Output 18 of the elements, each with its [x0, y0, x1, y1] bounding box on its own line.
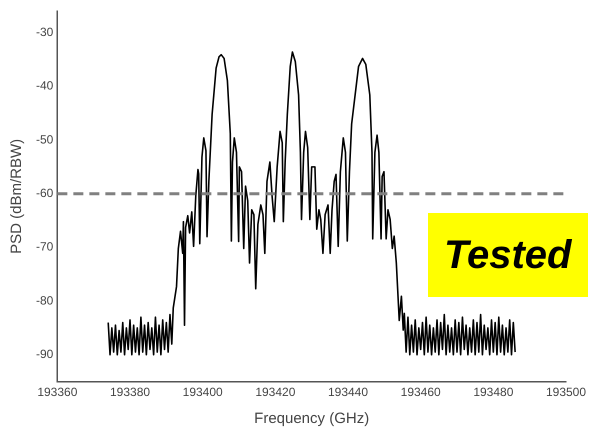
annotation: Tested: [444, 233, 574, 278]
y-tick-label: -50: [36, 132, 54, 146]
y-tick-label: -70: [36, 240, 54, 254]
y-tick-label: -90: [36, 347, 54, 362]
y-tick-label: -80: [36, 293, 54, 308]
x-tick-label: 193380: [110, 385, 150, 400]
x-tick-label: 193420: [255, 385, 296, 400]
x-tick-label: 193480: [473, 385, 514, 400]
y-tick-label: -60: [36, 186, 54, 200]
x-tick-label: 193440: [328, 385, 368, 400]
x-tick-label: 193500: [546, 385, 586, 400]
y-axis-title: PSD (dBm/RBW): [8, 138, 26, 254]
x-tick-label: 193400: [182, 385, 224, 400]
x-axis-title: Frequency (GHz): [254, 410, 370, 428]
x-tick-label: 193460: [400, 385, 442, 400]
y-tick-label: -30: [36, 24, 54, 39]
x-tick-label: 193360: [37, 385, 78, 400]
y-tick-label: -40: [36, 78, 54, 93]
